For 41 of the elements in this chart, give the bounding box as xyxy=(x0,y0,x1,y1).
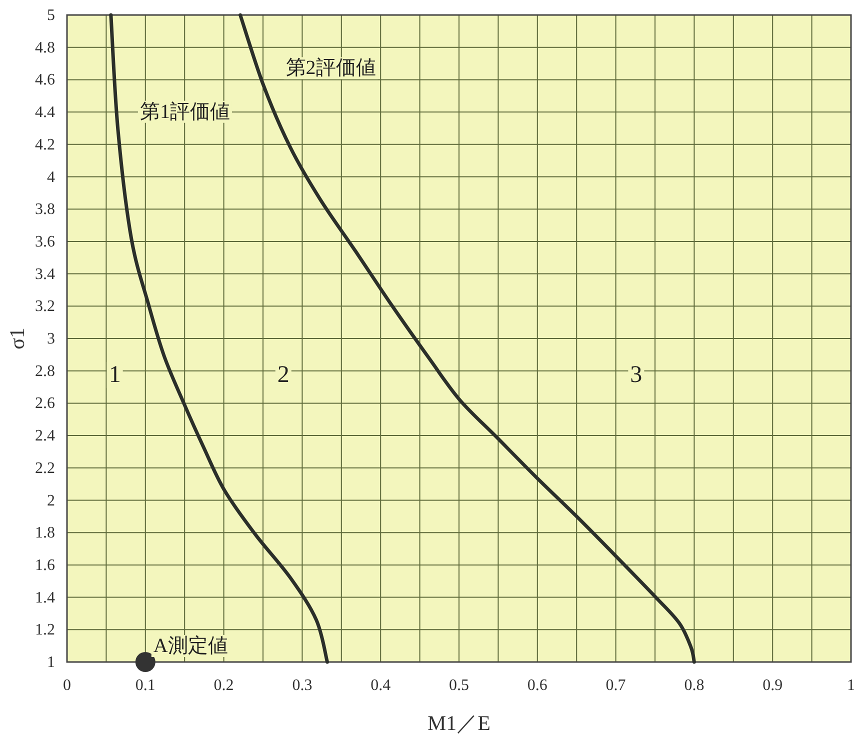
y-tick-label: 1.6 xyxy=(35,556,55,574)
line-series xyxy=(238,13,696,664)
y-tick-label: 2.6 xyxy=(35,395,55,412)
y-tick-label: 1.4 xyxy=(35,589,55,606)
series-label: 第1評価値 xyxy=(140,100,230,123)
y-tick-label: 4.2 xyxy=(35,136,55,154)
x-tick-label: 0.3 xyxy=(292,677,312,694)
x-tick-label: 0.7 xyxy=(606,677,626,694)
y-tick-label: 1.8 xyxy=(35,524,55,542)
y-tick-label: 3.8 xyxy=(35,201,55,218)
x-tick-label: 0.1 xyxy=(135,677,156,694)
y-tick-label: 2.4 xyxy=(35,428,55,445)
y-axis-title: σ1 xyxy=(5,328,29,350)
x-tick-label: 0.4 xyxy=(370,677,391,694)
x-tick-label: 1 xyxy=(847,677,855,694)
y-tick-label: 2 xyxy=(47,492,55,510)
y-tick-label: 3.6 xyxy=(35,233,55,250)
x-tick-label: 0.9 xyxy=(762,677,783,694)
y-tick-label: 2.8 xyxy=(35,362,55,380)
y-tick-label: 4 xyxy=(47,168,55,186)
annotation: 2 xyxy=(277,362,290,388)
x-tick-label: 0.2 xyxy=(214,677,234,694)
annotation: 3 xyxy=(630,362,642,388)
series-label: A測定値 xyxy=(153,635,228,657)
y-tick-label: 1.2 xyxy=(35,622,55,639)
x-tick-label: 0 xyxy=(63,677,71,694)
x-tick-label: 0.6 xyxy=(527,677,548,694)
x-axis-title: M1／E xyxy=(428,711,490,735)
y-tick-label: 3 xyxy=(47,330,55,348)
y-tick-label: 2.2 xyxy=(35,460,55,477)
y-tick-label: 5 xyxy=(47,7,55,24)
y-tick-label: 4.6 xyxy=(35,72,55,89)
y-tick-label: 3.4 xyxy=(35,266,55,283)
y-tick-label: 3.2 xyxy=(35,298,55,316)
y-tick-label: 4.8 xyxy=(35,39,55,56)
annotation: 1 xyxy=(108,362,121,388)
y-tick-label: 1 xyxy=(47,654,55,671)
y-tick-label: 4.4 xyxy=(35,104,55,122)
series-label: 第2評価値 xyxy=(286,57,376,80)
x-tick-label: 0.8 xyxy=(684,677,704,694)
x-tick-label: 0.5 xyxy=(449,677,469,694)
